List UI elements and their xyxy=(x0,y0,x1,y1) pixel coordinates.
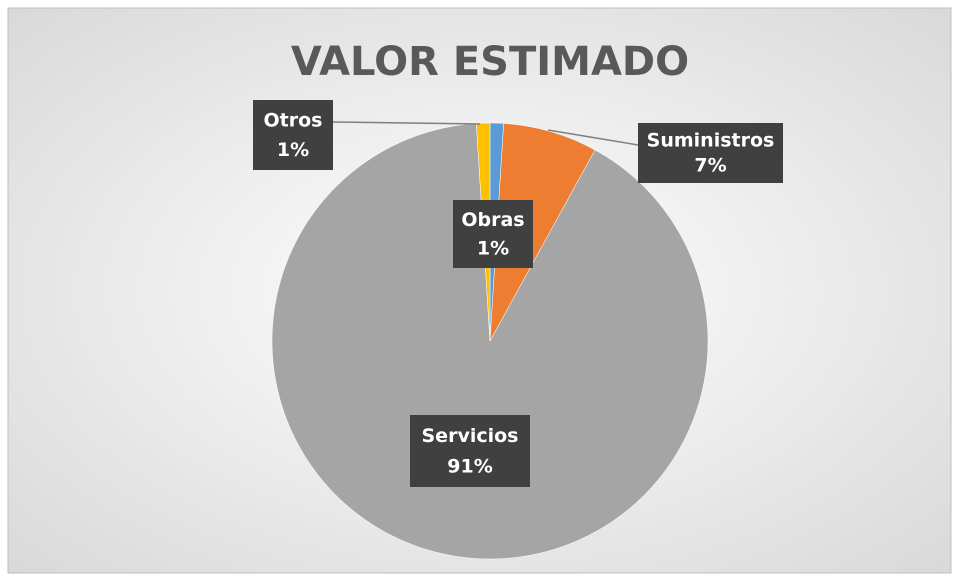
data-label-name: Obras xyxy=(461,209,524,231)
data-label-value: 1% xyxy=(277,139,309,161)
data-label-box xyxy=(638,123,783,183)
data-label-value: 1% xyxy=(477,237,509,259)
data-label-box xyxy=(410,415,530,487)
leader-line xyxy=(332,121,481,125)
data-label-name: Suministros xyxy=(647,130,775,152)
data-label-name: Servicios xyxy=(422,425,519,447)
data-label-value: 91% xyxy=(447,455,492,477)
data-label-value: 7% xyxy=(694,155,726,177)
leader-line xyxy=(547,129,639,146)
data-label-box xyxy=(253,100,333,170)
chart-title: VALOR ESTIMADO xyxy=(291,39,689,85)
data-label-box xyxy=(453,200,533,268)
pie-slice xyxy=(271,123,709,560)
data-label-name: Otros xyxy=(264,110,323,132)
